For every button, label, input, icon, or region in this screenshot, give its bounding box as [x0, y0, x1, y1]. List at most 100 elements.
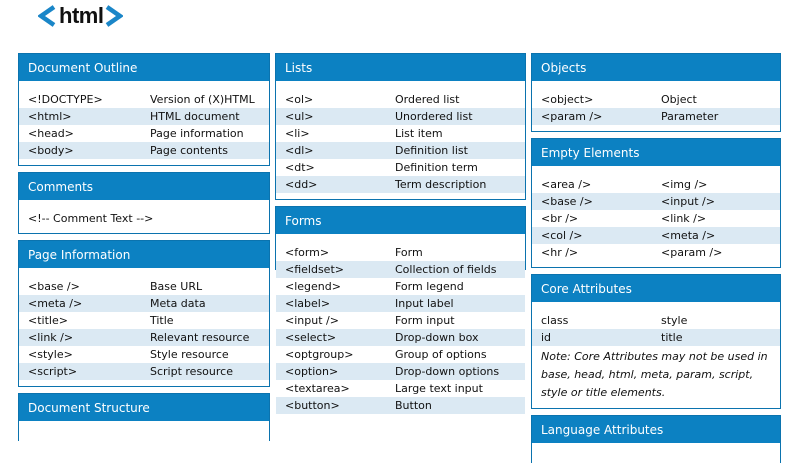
table-row: <body> Page contents [19, 142, 269, 159]
description-cell: HTML document [150, 110, 240, 123]
tag-cell: <base /> [541, 195, 593, 208]
table-row: <ul> Unordered list [276, 108, 525, 125]
description-cell: Page contents [150, 144, 228, 157]
chevron-left-icon [38, 5, 56, 27]
core-attrs-panel: Core Attributes class style id title Note: Co… [531, 274, 781, 409]
tag-cell: <optgroup> [285, 348, 354, 361]
description-cell: Style resource [150, 348, 229, 361]
tag-cell: <form> [285, 246, 330, 259]
table-row: <li> List item [276, 125, 525, 142]
description-cell: Parameter [661, 110, 719, 123]
tag-cell: <col /> [541, 229, 583, 242]
tag-cell: <label> [285, 297, 331, 310]
tag-cell: <dd> [285, 178, 318, 191]
tag-cell: <button> [285, 399, 340, 412]
tag-cell: class [541, 314, 569, 327]
description-cell: <meta /> [661, 229, 716, 242]
tag-cell: <style> [28, 348, 73, 361]
table-row: <hr /> <param /> [532, 244, 780, 261]
tag-cell: <body> [28, 144, 74, 157]
objects-panel: Objects <object> Object <param /> Parameter [531, 53, 781, 132]
table-row: <dt> Definition term [276, 159, 525, 176]
description-cell: Definition list [395, 144, 468, 157]
description-cell: Script resource [150, 365, 233, 378]
table-row: <object> Object [532, 91, 780, 108]
tag-cell: <!DOCTYPE> [28, 93, 103, 106]
tag-cell: id [541, 331, 552, 344]
tag-cell: <param /> [541, 110, 603, 123]
description-cell: <param /> [661, 246, 723, 259]
description-cell: Version of (X)HTML [150, 93, 255, 106]
forms-panel: Forms <form> Form <fieldset> Collection of f… [275, 206, 526, 414]
column-3: Objects <object> Object <param /> Parameter E… [531, 53, 781, 469]
section-body: <!DOCTYPE> Version of (X)HTML <html> HTML d… [19, 81, 269, 165]
table-row: <area /> <img /> [532, 176, 780, 193]
description-cell: List item [395, 127, 443, 140]
section-body: <form> Form <fieldset> Collection of fields… [276, 234, 525, 414]
table-row: <base /> Base URL [19, 278, 269, 295]
section-body: <area /> <img /> <base /> <input /> <br /> <l… [532, 166, 780, 267]
section-header: Forms [276, 207, 525, 234]
column-1: Document Outline <!DOCTYPE> Version of (X)… [18, 53, 270, 447]
description-cell: Drop-down options [395, 365, 500, 378]
section-body: <base /> Base URL <meta /> Meta data <title>… [19, 268, 269, 386]
section-header: Document Outline [19, 54, 269, 81]
description-cell: Large text input [395, 382, 483, 395]
table-row: <form> Form [276, 244, 525, 261]
section-header: Lists [276, 54, 525, 81]
description-cell: Button [395, 399, 432, 412]
description-cell: style [661, 314, 688, 327]
table-row: <param /> Parameter [532, 108, 780, 125]
description-cell: <input /> [661, 195, 715, 208]
description-cell: <img /> [661, 178, 708, 191]
empty-panel: Empty Elements <area /> <img /> <base /> <in… [531, 138, 781, 268]
table-row: <dl> Definition list [276, 142, 525, 159]
table-row: <base /> <input /> [532, 193, 780, 210]
description-cell: Title [150, 314, 174, 327]
table-row: <col /> <meta /> [532, 227, 780, 244]
chevron-right-icon [106, 5, 124, 27]
table-row: <select> Drop-down box [276, 329, 525, 346]
description-cell: Unordered list [395, 110, 473, 123]
lists-panel: Lists <ol> Ordered list <ul> Unordered list <… [275, 53, 526, 200]
section-header: Empty Elements [532, 139, 780, 166]
description-cell: Form legend [395, 280, 464, 293]
description-cell: Form [395, 246, 423, 259]
tag-cell: <html> [28, 110, 72, 123]
table-row: <legend> Form legend [276, 278, 525, 295]
tag-cell: <dt> [285, 161, 315, 174]
tag-cell: <option> [285, 365, 339, 378]
section-header: Comments [19, 173, 269, 200]
doc-structure-panel: Document Structure [18, 393, 270, 441]
description-cell: Drop-down box [395, 331, 479, 344]
description-cell: Definition term [395, 161, 478, 174]
section-header: Core Attributes [532, 275, 780, 302]
table-row: <head> Page information [19, 125, 269, 142]
table-row: <html> HTML document [19, 108, 269, 125]
description-cell: <link /> [661, 212, 707, 225]
table-row: <style> Style resource [19, 346, 269, 363]
description-cell: Input label [395, 297, 454, 310]
description-cell: Form input [395, 314, 455, 327]
lang-attrs-panel: Language Attributes [531, 415, 781, 463]
table-row: <script> Script resource [19, 363, 269, 380]
section-body [19, 421, 269, 441]
tag-cell: <dl> [285, 144, 314, 157]
outline-panel: Document Outline <!DOCTYPE> Version of (X)… [18, 53, 270, 166]
page-info-panel: Page Information <base /> Base URL <meta />… [18, 240, 270, 387]
table-row: <!DOCTYPE> Version of (X)HTML [19, 91, 269, 108]
table-row: <fieldset> Collection of fields [276, 261, 525, 278]
description-cell: Meta data [150, 297, 206, 310]
comments-panel: Comments <!-- Comment Text --> [18, 172, 270, 234]
table-row: <link /> Relevant resource [19, 329, 269, 346]
tag-cell: <link /> [28, 331, 74, 344]
table-row: id title [532, 329, 780, 346]
tag-cell: <ol> [285, 93, 314, 106]
tag-cell: <fieldset> [285, 263, 344, 276]
section-body: <ol> Ordered list <ul> Unordered list <li> Li… [276, 81, 525, 199]
section-body [532, 443, 780, 463]
tag-cell: <select> [285, 331, 337, 344]
section-body: <!-- Comment Text --> [19, 200, 269, 233]
tag-cell: <title> [28, 314, 68, 327]
table-row: <!-- Comment Text --> [19, 210, 269, 227]
